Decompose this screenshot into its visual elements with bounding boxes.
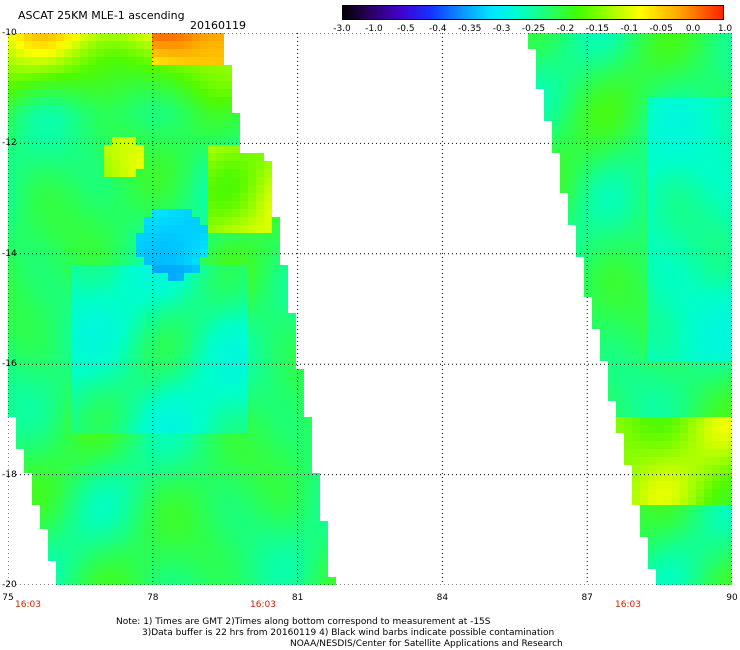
pass-time-label: 16:03 xyxy=(615,600,641,610)
colorbar-label: 0.0 xyxy=(685,24,701,34)
colorbar-label: -0.3 xyxy=(492,24,511,34)
map-date: 20160119 xyxy=(190,19,246,32)
map-title: ASCAT 25KM MLE-1 ascending xyxy=(18,9,185,22)
colorbar-label: 1.0 xyxy=(717,24,733,34)
colorbar-label: -0.4 xyxy=(428,24,447,34)
colorbar-label: -0.5 xyxy=(397,24,415,34)
colorbar-label: -0.1 xyxy=(620,24,639,34)
note-line-2: 3)Data buffer is 22 hrs from 20160119 4)… xyxy=(142,628,555,638)
pass-time-label: 16:03 xyxy=(15,600,41,610)
note-line-3: NOAA/NESDIS/Center for Satellite Applica… xyxy=(290,639,563,649)
colorbar-label: -0.2 xyxy=(556,24,575,34)
latitude-label: -10 xyxy=(2,28,17,38)
colorbar-label: -0.05 xyxy=(649,24,673,34)
latitude-label: -16 xyxy=(2,359,17,370)
colorbar-labels: -3.0 -1.0 -0.5 -0.4 -0.35 -0.3 -0.25 -0.2 -0.15 -… xyxy=(330,24,735,36)
pass-time-label: 16:03 xyxy=(250,600,276,610)
longitude-label: 87 xyxy=(581,593,593,603)
colorbar-label: -0.35 xyxy=(458,24,482,34)
latitude-label: -20 xyxy=(2,580,17,590)
longitude-label: 84 xyxy=(436,593,449,603)
note-line-1: Note: 1) Times are GMT 2)Times along bot… xyxy=(116,617,491,627)
longitude-label: 75 xyxy=(2,593,14,603)
colorbar-label: -3.0 xyxy=(333,24,351,34)
longitude-label: 81 xyxy=(291,593,304,603)
colorbar-label: -0.25 xyxy=(521,24,546,34)
colorbar-label: -1.0 xyxy=(365,24,383,34)
wind-map xyxy=(8,33,732,585)
longitude-label: 78 xyxy=(147,593,159,603)
longitude-label: 90 xyxy=(726,593,738,603)
colorbar xyxy=(342,5,724,20)
latitude-label: -12 xyxy=(2,138,17,149)
latitude-label: -14 xyxy=(2,248,17,259)
latitude-label: -18 xyxy=(2,469,17,480)
colorbar-label: -0.15 xyxy=(585,24,609,34)
